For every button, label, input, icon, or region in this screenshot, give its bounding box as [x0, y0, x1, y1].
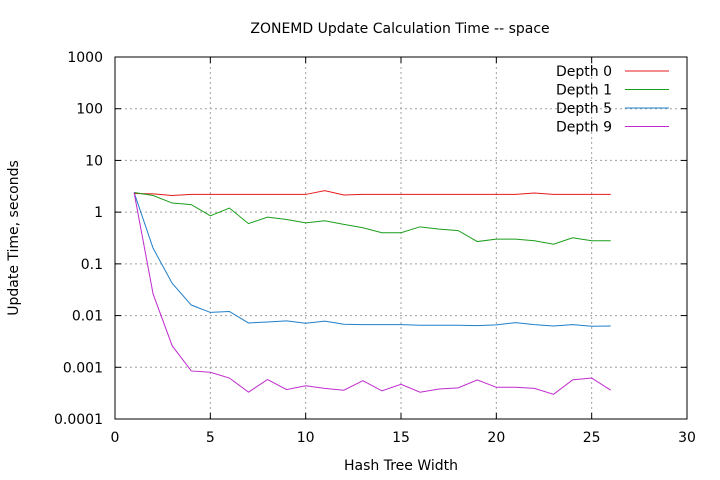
x-tick-label: 0: [111, 430, 120, 446]
legend-label: Depth 1: [556, 83, 612, 99]
chart-title: ZONEMD Update Calculation Time -- space: [250, 21, 549, 37]
y-tick-label: 100: [76, 102, 103, 118]
x-tick-label: 10: [297, 430, 315, 446]
y-tick-labels: 0.0001 0.001 0.01 0.1 1 10 100 1000: [54, 50, 103, 428]
y-tick-label: 0.01: [72, 309, 103, 325]
legend-label: Depth 5: [556, 101, 612, 117]
x-tick-labels: 0 5 10 15 20 25 30: [111, 430, 696, 446]
legend: Depth 0 Depth 1 Depth 5 Depth 9: [556, 64, 669, 136]
legend-label: Depth 9: [556, 120, 612, 136]
x-axis-label: Hash Tree Width: [344, 458, 458, 474]
y-tick-label: 0.001: [63, 360, 103, 376]
y-tick-label: 10: [85, 153, 103, 169]
series-lines: [133, 190, 611, 395]
y-axis-label: Update Time, seconds: [6, 160, 22, 316]
x-tick-label: 5: [206, 430, 215, 446]
grid-lines: [115, 57, 687, 419]
series-line-depth-5: [133, 192, 611, 327]
legend-label: Depth 0: [556, 64, 612, 80]
axis-ticks: [114, 56, 688, 420]
x-tick-label: 15: [392, 430, 410, 446]
x-tick-label: 30: [678, 430, 696, 446]
series-line-depth-1: [133, 191, 611, 245]
x-tick-label: 25: [583, 430, 601, 446]
x-tick-label: 20: [487, 430, 505, 446]
y-tick-label: 0.1: [81, 257, 103, 273]
y-tick-label: 0.0001: [54, 412, 103, 428]
series-line-depth-9: [133, 192, 611, 395]
y-tick-label: 1000: [67, 50, 103, 66]
series-line-depth-0: [134, 190, 611, 196]
y-tick-label: 1: [94, 205, 103, 221]
